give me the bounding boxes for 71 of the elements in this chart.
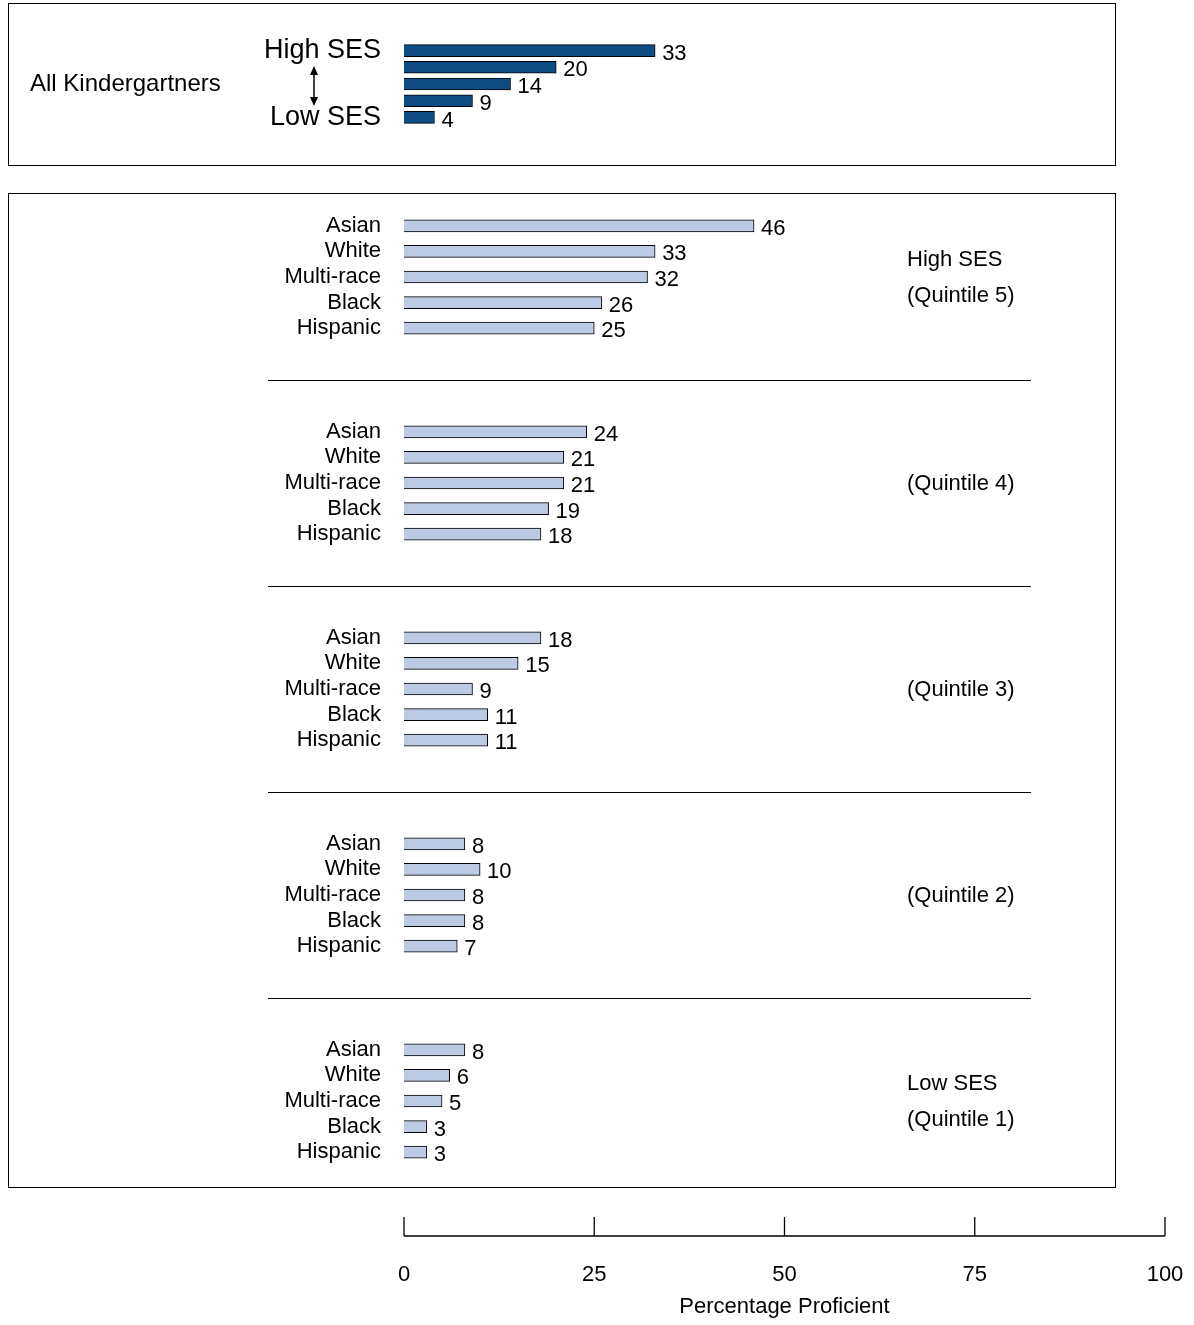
- annotation: Low SES: [907, 1069, 999, 1097]
- annotation: (Quintile 4): [907, 469, 1015, 497]
- x-axis-title: Percentage Proficient: [679, 1293, 890, 1319]
- y-tick-label: Black: [327, 494, 382, 520]
- annotation: (Quintile 2): [907, 881, 1015, 909]
- data-label: 15: [525, 652, 550, 678]
- y-tick-label: Hispanic: [296, 932, 381, 958]
- y-tick-label: White: [324, 649, 381, 675]
- data-label: 5: [449, 1090, 462, 1116]
- y-tick-label: Asian: [325, 623, 381, 649]
- y-tick-label: Hispanic: [296, 314, 381, 340]
- y-tick-label: White: [324, 443, 381, 469]
- data-label: 46: [761, 214, 786, 240]
- y-tick-label: White: [324, 855, 381, 881]
- x-tick-label: 50: [772, 1261, 797, 1287]
- data-label: 8: [471, 832, 485, 858]
- data-label: 26: [608, 291, 634, 317]
- data-label: 19: [555, 497, 581, 523]
- x-tick-label: 25: [582, 1261, 607, 1287]
- annotation: (Quintile 5): [907, 281, 1015, 309]
- annotation: High SES: [907, 245, 1004, 273]
- y-tick-label: Asian: [325, 1035, 381, 1061]
- y-tick-label: Black: [327, 1112, 382, 1138]
- y-tick-label: Black: [327, 906, 382, 932]
- y-tick-label: Multi-race: [284, 675, 381, 701]
- annotation: (Quintile 3): [907, 675, 1015, 703]
- data-label: 18: [547, 523, 573, 549]
- y-tick-label: Hispanic: [296, 520, 381, 546]
- y-tick-label: Hispanic: [296, 726, 381, 752]
- text: All Kindergartners: [30, 68, 221, 98]
- data-label: 24: [593, 420, 619, 446]
- data-label: 6: [456, 1064, 469, 1090]
- y-tick-label: Hispanic: [296, 1138, 381, 1164]
- data-label: 33: [662, 240, 687, 266]
- data-label: 11: [494, 729, 518, 755]
- data-label: 21: [570, 472, 596, 498]
- data-label: 3: [433, 1141, 447, 1167]
- data-label: 11: [494, 703, 518, 729]
- x-tick-label: 0: [397, 1261, 411, 1287]
- data-label: 33: [662, 39, 687, 65]
- data-label: 3: [433, 1115, 447, 1141]
- data-label: 14: [517, 73, 543, 99]
- y-tick-label: Black: [327, 700, 382, 726]
- y-tick-label: Asian: [325, 417, 381, 443]
- data-label: 18: [547, 626, 573, 652]
- data-label: 32: [654, 266, 679, 292]
- data-label: 25: [601, 317, 626, 343]
- data-label: 8: [471, 909, 485, 935]
- data-label: 10: [487, 858, 512, 884]
- x-tick-label: 100: [1146, 1261, 1184, 1287]
- data-label: 7: [464, 935, 477, 961]
- data-label: 9: [479, 89, 492, 115]
- y-tick-label: Multi-race: [284, 1087, 381, 1113]
- y-tick-label: Black: [327, 288, 382, 314]
- y-tick-label: Multi-race: [284, 263, 381, 289]
- y-tick-label: High SES: [263, 34, 381, 65]
- data-label: 21: [570, 446, 596, 472]
- y-tick-label: White: [324, 1061, 381, 1087]
- y-tick-label: Multi-race: [284, 881, 381, 907]
- data-label: 4: [441, 106, 454, 132]
- data-label: 9: [479, 678, 492, 704]
- x-tick-label: 75: [962, 1261, 987, 1287]
- y-tick-label: Asian: [325, 829, 381, 855]
- y-tick-label: White: [324, 237, 381, 263]
- data-label: 8: [471, 884, 485, 910]
- y-tick-label: Multi-race: [284, 469, 381, 495]
- data-label: 8: [471, 1038, 485, 1064]
- data-label: 20: [563, 56, 588, 82]
- y-tick-label: Low SES: [269, 100, 381, 131]
- y-tick-label: Asian: [325, 211, 381, 237]
- annotation: (Quintile 1): [907, 1105, 1015, 1133]
